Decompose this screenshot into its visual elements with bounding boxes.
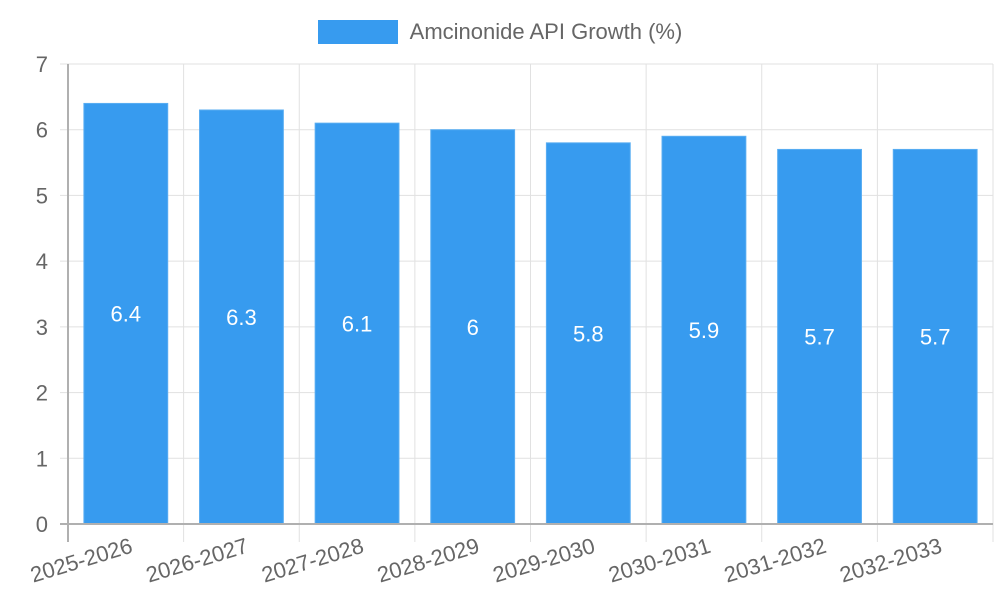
x-tick-label: 2029-2030 — [490, 533, 598, 588]
bar-value-label: 5.9 — [689, 318, 720, 343]
y-tick-label: 3 — [36, 315, 48, 340]
x-tick-label: 2025-2026 — [27, 533, 135, 588]
y-tick-label: 7 — [36, 52, 48, 77]
y-tick-label: 6 — [36, 118, 48, 143]
bar-value-label: 6.4 — [111, 302, 142, 327]
x-tick-label: 2028-2029 — [374, 533, 482, 588]
bar-2032-2033[interactable] — [892, 148, 978, 525]
x-tick-label: 2031-2032 — [721, 533, 829, 588]
x-tick-label: 2026-2027 — [143, 533, 251, 588]
bar-2025-2026[interactable] — [83, 102, 169, 525]
y-tick-label: 0 — [36, 512, 48, 537]
legend-label: Amcinonide API Growth (%) — [409, 19, 683, 44]
bar-series — [83, 102, 978, 525]
bar-2030-2031[interactable] — [661, 135, 747, 525]
legend-swatch — [317, 20, 398, 44]
bar-2031-2032[interactable] — [777, 148, 862, 525]
bar-value-label: 5.7 — [920, 325, 951, 350]
x-tick-label: 2027-2028 — [259, 533, 367, 588]
bar-value-label: 6.1 — [342, 312, 373, 337]
x-tick-label: 2030-2031 — [605, 533, 713, 588]
y-tick-label: 2 — [36, 381, 48, 406]
bar-2027-2028[interactable] — [314, 122, 400, 525]
y-tick-label: 4 — [36, 249, 48, 274]
y-tick-label: 5 — [36, 183, 48, 208]
y-tick-label: 1 — [36, 446, 48, 471]
value-labels: 6.4 6.3 6.1 6 5.8 5.9 5.7 5.7 — [111, 302, 951, 350]
bar-2026-2027[interactable] — [199, 109, 284, 525]
bar-value-label: 6 — [467, 315, 479, 340]
bar-2028-2029[interactable] — [430, 129, 516, 525]
bar-2029-2030[interactable] — [545, 142, 631, 525]
x-tick-label: 2032-2033 — [837, 533, 945, 588]
bar-value-label: 6.3 — [226, 305, 257, 330]
bar-value-label: 5.8 — [573, 321, 604, 346]
bar-value-label: 5.7 — [804, 325, 835, 350]
chart-legend[interactable]: Amcinonide API Growth (%) — [0, 19, 1000, 45]
